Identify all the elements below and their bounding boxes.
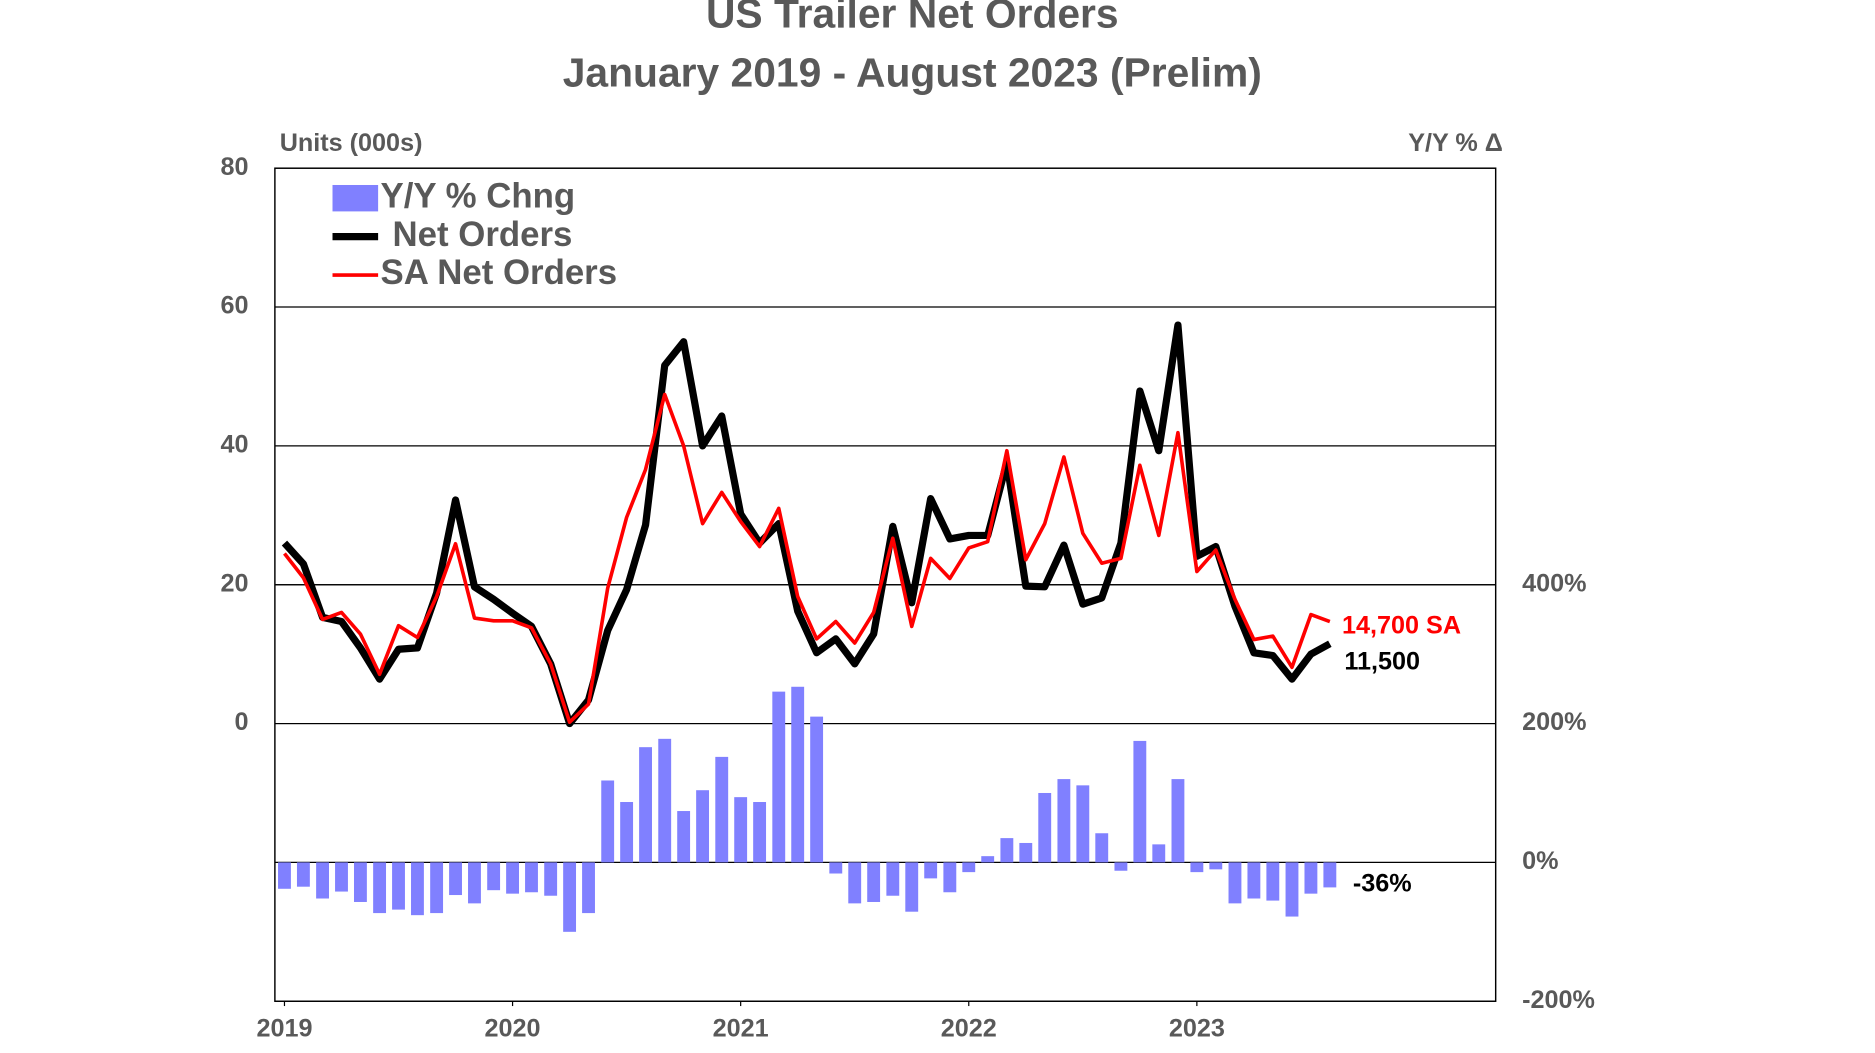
bar	[753, 802, 767, 863]
bar	[335, 862, 348, 892]
annotation: -36%	[1353, 869, 1412, 897]
x-tick-label: 2022	[941, 1015, 997, 1043]
legend-label: SA Net Orders	[381, 253, 618, 292]
bar	[1019, 842, 1033, 863]
bar	[601, 780, 615, 863]
x-tick-label: 2021	[713, 1015, 769, 1043]
y-tick-label: 0	[234, 708, 248, 736]
y2-tick-label: 200%	[1522, 708, 1586, 736]
y-tick-label: 40	[220, 431, 248, 459]
bar	[924, 862, 938, 879]
legend-label: Y/Y % Chng	[381, 176, 576, 215]
bar	[1228, 862, 1242, 904]
bar	[544, 862, 558, 896]
bar	[1285, 862, 1299, 917]
y2-axis-label: Y/Y % Δ	[1408, 129, 1503, 157]
bar	[734, 797, 748, 863]
bar	[772, 691, 786, 863]
bar	[353, 862, 367, 902]
bar	[677, 811, 691, 863]
bar	[1000, 838, 1014, 863]
bar	[1323, 862, 1337, 888]
bar	[411, 862, 424, 916]
line	[283, 392, 1331, 724]
bar	[1247, 862, 1261, 899]
bar	[1076, 785, 1090, 863]
bar	[715, 756, 729, 863]
bar	[810, 716, 824, 863]
bar	[696, 790, 710, 863]
bar	[848, 862, 862, 904]
y-tick-label: 20	[220, 569, 248, 597]
bar	[905, 862, 919, 912]
y-tick-label: 80	[220, 153, 248, 181]
y-axis-label: Units (000s)	[280, 129, 423, 157]
bar	[1114, 862, 1128, 871]
chart-title: US Trailer Net Orders	[706, 0, 1119, 37]
bar	[829, 862, 843, 874]
bar	[1152, 844, 1166, 863]
bar	[886, 862, 900, 896]
y2-tick-label: -200%	[1522, 986, 1595, 1014]
bar	[525, 862, 538, 893]
bar	[1171, 779, 1185, 863]
bar	[278, 862, 291, 889]
bar	[639, 747, 652, 863]
bar	[1133, 740, 1147, 863]
annotation: 14,700 SA	[1342, 611, 1461, 639]
plot-frame	[274, 167, 1497, 1002]
y2-tick-label: 400%	[1522, 569, 1586, 597]
bar	[1095, 833, 1109, 863]
bar	[791, 686, 805, 863]
bar	[316, 862, 329, 899]
bar	[620, 802, 634, 863]
legend-swatch	[332, 184, 379, 212]
bar	[392, 862, 405, 910]
bar	[981, 856, 995, 863]
annotation: 11,500	[1344, 647, 1420, 675]
x-tick-label: 2020	[485, 1015, 541, 1043]
x-tick-label: 2019	[256, 1015, 312, 1043]
bar	[487, 862, 501, 891]
bar	[296, 862, 310, 887]
x-tick-label: 2023	[1169, 1015, 1225, 1043]
bar	[943, 862, 957, 893]
bar	[1190, 862, 1204, 873]
bar	[1057, 779, 1071, 863]
bar	[506, 862, 520, 894]
y-tick-label: 60	[220, 292, 248, 320]
bar	[1304, 862, 1318, 894]
bar	[468, 862, 481, 904]
bar	[373, 862, 387, 914]
bar	[449, 862, 462, 896]
bar	[1209, 862, 1223, 870]
bar	[563, 862, 577, 932]
y2-tick-label: 0%	[1522, 847, 1558, 875]
bar	[962, 862, 976, 873]
bar	[658, 738, 672, 863]
chart-subtitle: January 2019 - August 2023 (Prelim)	[563, 50, 1262, 96]
bar	[1038, 792, 1052, 863]
bar	[430, 862, 444, 914]
line	[281, 321, 1332, 728]
legend-label: Net Orders	[393, 215, 573, 254]
bar	[867, 862, 881, 902]
bar	[1266, 862, 1280, 901]
bar	[582, 862, 595, 914]
